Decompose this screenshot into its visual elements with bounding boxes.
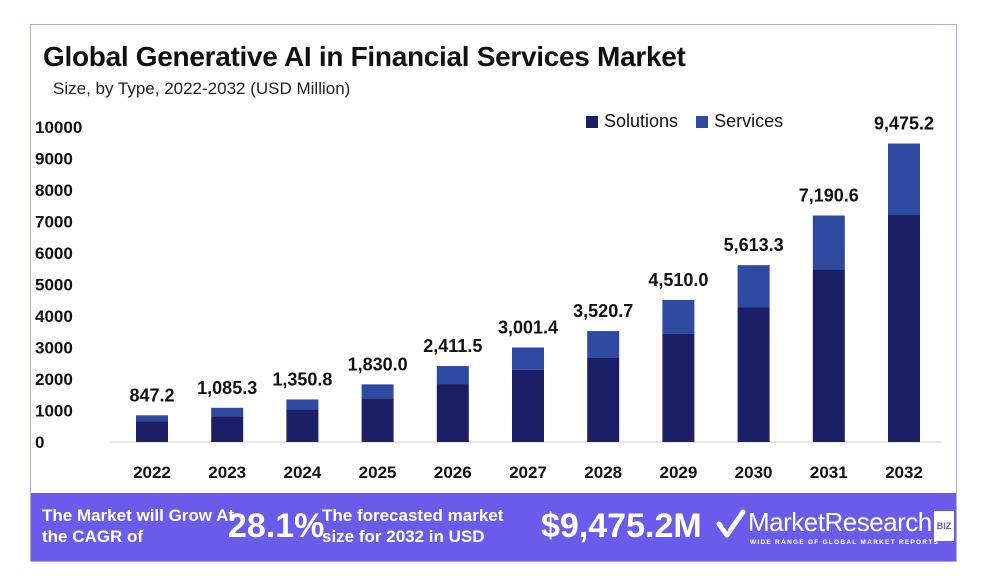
chart-card: Global Generative AI in Financial Servic… xyxy=(30,24,957,562)
bar-solutions-2029 xyxy=(662,333,695,442)
brand-suffix: BIZ xyxy=(933,511,955,541)
bar-chart: 0 1000 2000 3000 4000 5000 6000 7000 8000 9000 100… xyxy=(35,114,941,482)
chart-title: Global Generative AI in Financial Servic… xyxy=(43,41,686,72)
bar-services-2027 xyxy=(512,347,544,370)
brand-tagline: WIDE RANGE OF GLOBAL MARKET REPORTS xyxy=(750,539,940,546)
data-label-2022: 847.2 xyxy=(129,385,174,405)
y-tick-label-8000: 8000 xyxy=(35,181,73,200)
data-label-2025: 1,830.0 xyxy=(348,354,408,374)
bar-services-2031 xyxy=(812,215,845,270)
y-tick-label-1000: 1000 xyxy=(35,402,73,421)
y-tick-label-6000: 6000 xyxy=(35,244,73,263)
summary-banner: The Market will Grow At the CAGR of 28.1… xyxy=(31,493,956,561)
x-tick-label-2029: 2029 xyxy=(659,463,697,482)
bar-solutions-2031 xyxy=(812,269,845,442)
x-tick-label-2027: 2027 xyxy=(509,463,547,482)
chart-subtitle: Size, by Type, 2022-2032 (USD Million) xyxy=(53,79,351,98)
bar-services-2022 xyxy=(136,415,168,422)
data-label-2026: 2,411.5 xyxy=(423,336,482,356)
bar-services-2032 xyxy=(888,143,920,215)
data-label-2031: 7,190.6 xyxy=(799,185,859,205)
x-tick-label-2022: 2022 xyxy=(133,463,171,482)
x-tick-label-2028: 2028 xyxy=(584,463,622,482)
y-tick-label-3000: 3000 xyxy=(35,339,73,358)
bar-services-2029 xyxy=(662,299,695,334)
data-label-2030: 5,613.3 xyxy=(724,235,784,255)
y-tick-label-2000: 2000 xyxy=(35,370,73,389)
bar-solutions-2025 xyxy=(361,398,394,442)
brand-check-icon xyxy=(716,509,746,538)
x-tick-label-2023: 2023 xyxy=(208,463,246,482)
bar-services-2024 xyxy=(286,399,319,410)
cagr-value: 28.1% xyxy=(228,507,325,545)
bar-services-2026 xyxy=(436,366,469,385)
forecast-caption: The forecasted market size for 2032 in U… xyxy=(322,506,504,546)
y-tick-label-7000: 7000 xyxy=(35,213,73,232)
bar-solutions-2032 xyxy=(888,214,920,442)
legend-label-solutions: Solutions xyxy=(604,111,679,131)
x-tick-label-2032: 2032 xyxy=(885,463,923,482)
forecast-value: $9,475.2M xyxy=(541,507,702,545)
bar-solutions-2027 xyxy=(512,369,544,442)
data-label-2027: 3,001.4 xyxy=(498,317,558,337)
data-label-2032: 9,475.2 xyxy=(874,114,934,134)
x-tick-label-2024: 2024 xyxy=(283,463,321,482)
y-tick-label-5000: 5000 xyxy=(35,276,73,295)
legend-swatch-solutions xyxy=(586,115,598,128)
legend-label-services: Services xyxy=(714,111,784,131)
bar-services-2028 xyxy=(587,331,620,358)
bar-services-2023 xyxy=(211,407,244,417)
bar-solutions-2024 xyxy=(286,409,319,442)
y-tick-label-9000: 9000 xyxy=(35,150,73,169)
legend-item-solutions: Solutions xyxy=(586,111,678,132)
bar-solutions-2022 xyxy=(136,421,168,442)
bar-solutions-2030 xyxy=(737,307,770,442)
bar-solutions-2028 xyxy=(587,357,620,442)
bar-solutions-2026 xyxy=(436,384,469,442)
chart-legend: Solutions Services xyxy=(586,111,783,132)
y-tick-label-4000: 4000 xyxy=(35,307,73,326)
bar-services-2025 xyxy=(361,384,394,399)
legend-swatch-services xyxy=(696,115,709,128)
x-tick-label-2025: 2025 xyxy=(359,463,397,482)
bar-services-2030 xyxy=(737,265,770,308)
data-label-2029: 4,510.0 xyxy=(648,270,708,290)
x-tick-label-2031: 2031 xyxy=(810,463,848,482)
data-label-2023: 1,085.3 xyxy=(197,378,257,398)
y-tick-label-0: 0 xyxy=(35,433,44,452)
y-tick-label-10000: 10000 xyxy=(35,118,82,137)
brand-logo: MarketResearch BIZ xyxy=(748,507,955,541)
x-tick-label-2026: 2026 xyxy=(434,463,472,482)
x-tick-label-2030: 2030 xyxy=(735,463,773,482)
brand-name: MarketResearch xyxy=(748,507,932,537)
legend-item-services: Services xyxy=(696,111,783,132)
data-label-2028: 3,520.7 xyxy=(573,301,633,321)
data-label-2024: 1,350.8 xyxy=(272,369,332,389)
bar-solutions-2023 xyxy=(211,416,244,442)
cagr-caption: The Market will Grow At the CAGR of xyxy=(42,506,235,546)
